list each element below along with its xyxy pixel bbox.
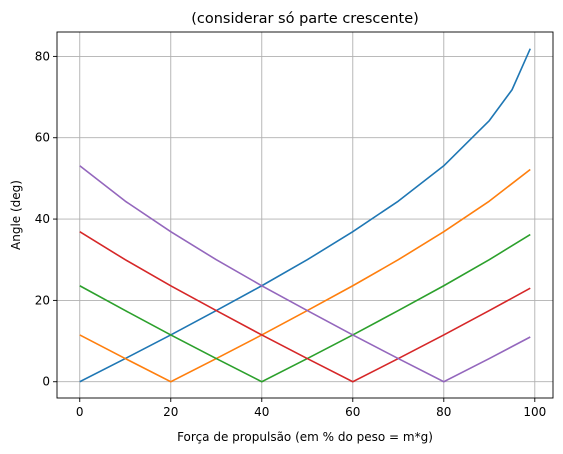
- y-tick-label: 20: [35, 293, 50, 307]
- series-layer: [79, 48, 531, 383]
- y-tick-label: 60: [35, 131, 50, 145]
- y-tick-label: 0: [42, 375, 50, 389]
- y-axis-label: Angle (deg): [9, 180, 23, 250]
- y-tick-label: 40: [35, 212, 50, 226]
- chart-title: (considerar só parte crescente): [191, 11, 419, 27]
- series-line-1: [79, 48, 531, 383]
- x-tick-label: 0: [76, 405, 84, 419]
- x-tick-label: 20: [163, 405, 178, 419]
- series-line-5: [79, 165, 531, 383]
- x-tick-label: 100: [523, 405, 546, 419]
- ticks: 0 20 40 60 80 100 0 20 40 60 80: [35, 49, 547, 419]
- x-tick-label: 80: [436, 405, 451, 419]
- series-line-4: [79, 230, 531, 383]
- y-tick-label: 80: [35, 49, 50, 63]
- x-tick-label: 40: [254, 405, 269, 419]
- grid: [57, 32, 553, 398]
- x-tick-label: 60: [345, 405, 360, 419]
- plot-frame: [56, 31, 554, 399]
- x-axis-label: Força de propulsão (em % do peso = m*g): [177, 430, 433, 444]
